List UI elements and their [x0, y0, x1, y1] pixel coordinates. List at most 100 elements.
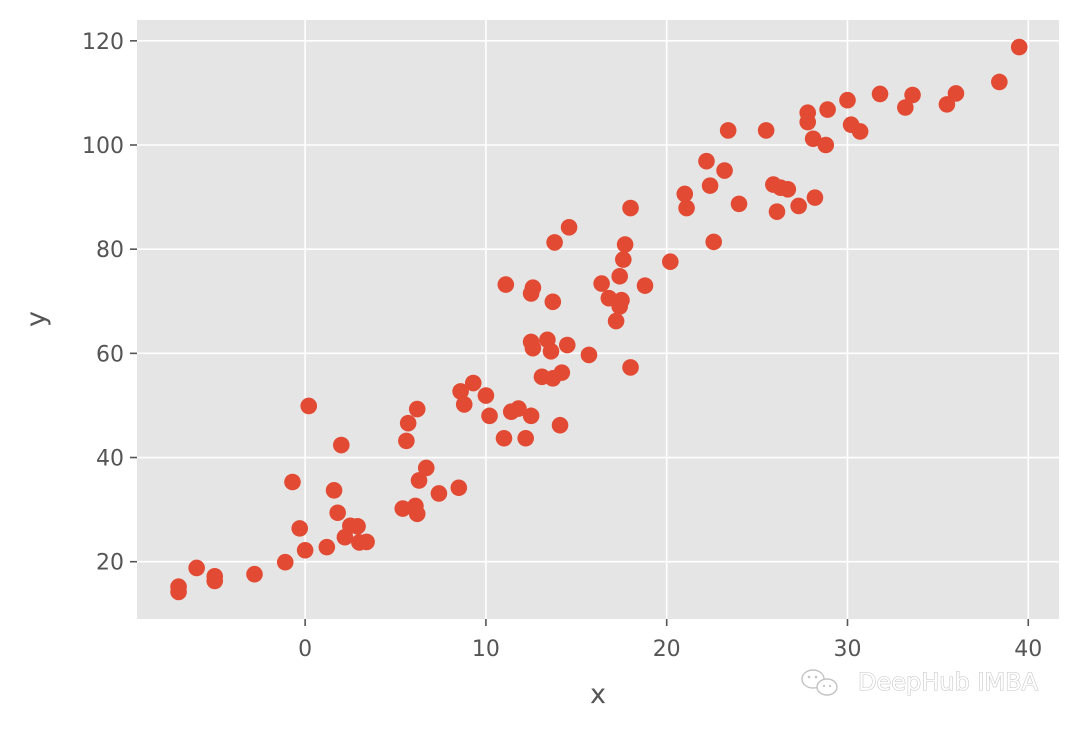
data-point — [481, 407, 498, 425]
data-point — [607, 312, 625, 330]
data-point — [719, 122, 737, 139]
data-point — [1010, 38, 1028, 56]
data-point — [636, 277, 654, 294]
data-point — [806, 189, 824, 206]
data-point — [897, 99, 914, 116]
data-point — [558, 336, 576, 354]
data-point — [551, 416, 569, 434]
x-axis-label: x — [590, 679, 606, 710]
data-point — [477, 387, 495, 404]
data-point — [399, 414, 417, 432]
data-point — [546, 234, 563, 251]
data-point — [524, 339, 542, 357]
data-point — [522, 407, 540, 425]
data-point — [730, 195, 748, 213]
data-point — [705, 233, 723, 251]
data-point — [622, 199, 639, 217]
data-point — [398, 432, 415, 450]
data-point — [296, 541, 314, 559]
data-point — [410, 472, 428, 489]
x-tick-label: 30 — [833, 637, 861, 662]
x-tick-label: 10 — [472, 637, 500, 662]
data-point — [276, 553, 294, 571]
data-points — [170, 38, 1028, 601]
data-point — [904, 86, 921, 104]
data-point — [318, 538, 336, 556]
data-point — [938, 96, 956, 113]
data-point — [495, 429, 513, 447]
data-point — [408, 400, 426, 418]
data-point — [560, 219, 578, 236]
data-point — [662, 253, 679, 270]
data-point — [430, 485, 448, 502]
data-point — [553, 364, 571, 381]
data-point — [544, 293, 562, 311]
data-point — [615, 251, 632, 268]
data-point — [170, 583, 187, 601]
y-axis-label: y — [21, 311, 52, 327]
data-point — [517, 429, 534, 447]
y-tick-label: 120 — [82, 30, 124, 55]
data-point — [676, 185, 694, 203]
data-point — [678, 199, 695, 217]
data-point — [325, 482, 343, 499]
data-point — [819, 101, 836, 118]
x-axis-ticks: 0 10 20 30 40 — [298, 619, 1042, 662]
data-point — [349, 517, 366, 535]
wechat-icon — [801, 669, 838, 696]
plot-background — [137, 20, 1059, 619]
data-point — [593, 275, 610, 292]
data-point — [622, 359, 639, 376]
x-tick-label: 0 — [298, 637, 312, 662]
data-point — [450, 479, 468, 497]
data-point — [464, 374, 482, 392]
data-point — [291, 520, 309, 537]
data-point — [524, 279, 542, 297]
data-point — [408, 505, 426, 523]
data-point — [332, 436, 350, 454]
data-point — [455, 396, 473, 413]
data-point — [611, 267, 628, 285]
data-point — [779, 180, 797, 198]
data-point — [417, 459, 435, 477]
x-tick-label: 40 — [1014, 637, 1042, 662]
y-tick-label: 80 — [96, 238, 124, 263]
y-axis-ticks: 20 40 60 80 100 120 — [82, 30, 137, 576]
watermark: DeepHub IMBA — [801, 667, 1039, 697]
watermark-text: DeepHub IMBA — [858, 668, 1039, 696]
data-point — [329, 504, 346, 522]
data-point — [206, 572, 224, 590]
data-point — [768, 203, 786, 220]
data-point — [851, 123, 869, 140]
data-point — [839, 91, 856, 109]
data-point — [947, 85, 965, 102]
data-point — [300, 397, 318, 415]
data-point — [698, 152, 715, 170]
data-point — [358, 533, 375, 551]
data-point — [757, 122, 775, 139]
data-point — [871, 85, 889, 103]
data-point — [510, 400, 527, 417]
data-point — [497, 276, 515, 293]
y-tick-label: 100 — [82, 134, 124, 159]
data-point — [790, 197, 807, 215]
data-point — [701, 177, 719, 194]
data-point — [817, 136, 835, 154]
data-point — [799, 113, 817, 131]
data-point — [616, 236, 634, 253]
y-tick-label: 60 — [96, 342, 124, 367]
data-point — [613, 291, 630, 309]
data-point — [542, 342, 560, 360]
data-point — [991, 73, 1008, 91]
data-point — [804, 130, 822, 148]
data-point — [246, 565, 263, 583]
data-point — [394, 500, 412, 517]
x-tick-label: 20 — [653, 637, 681, 662]
data-point — [452, 383, 469, 400]
y-tick-label: 40 — [96, 447, 124, 472]
data-point — [284, 473, 301, 491]
data-point — [716, 162, 733, 179]
data-point — [580, 346, 598, 364]
data-point — [188, 559, 205, 577]
